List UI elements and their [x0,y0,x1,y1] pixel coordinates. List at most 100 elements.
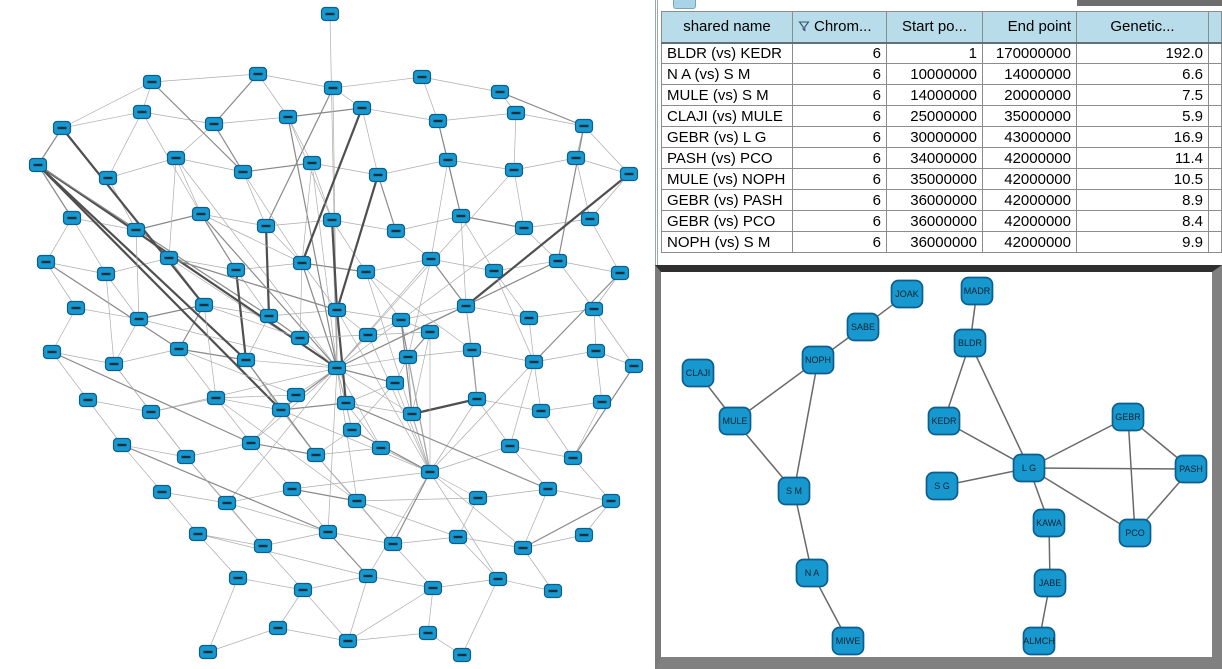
network-node[interactable] [286,387,306,403]
table-cell[interactable] [1208,42,1222,64]
table-cell[interactable]: GEBR (vs) PASH [661,189,793,211]
network-node[interactable] [236,352,256,368]
table-cell[interactable]: 8.9 [1076,189,1209,211]
table-row[interactable]: CLAJI (vs) MULE 6 25000000 35000000 5.9 [661,105,1222,127]
table-cell[interactable]: 192.0 [1076,42,1209,64]
network-node[interactable] [198,644,218,660]
network-node[interactable] [383,536,403,552]
network-node[interactable] [132,104,152,120]
network-node[interactable] [548,253,568,269]
network-node[interactable] [320,6,340,22]
network-node[interactable] [624,358,644,374]
network-node[interactable] [256,218,276,234]
table-cell[interactable]: 6 [792,105,887,127]
network-node[interactable] [290,330,310,346]
table-cell[interactable]: N A (vs) S M [661,63,793,85]
column-header-shared-name[interactable]: shared name [661,11,793,44]
table-cell[interactable]: 6 [792,147,887,169]
network-node[interactable] [610,265,630,281]
network-node[interactable] [513,540,533,556]
table-row[interactable]: MULE (vs) S M 6 14000000 20000000 7.5 [661,84,1222,106]
network-node[interactable] [462,342,482,358]
network-node[interactable] [166,150,186,166]
table-cell[interactable]: NOPH (vs) S M [661,231,793,253]
network-node[interactable] [428,113,448,129]
network-node[interactable] [226,262,246,278]
network-node[interactable] [293,582,313,598]
network-node[interactable] [228,570,248,586]
network-node[interactable] [391,312,411,328]
network-node-mule[interactable]: MULE [718,406,752,436]
table-cell[interactable]: PASH (vs) PCO [661,147,793,169]
network-node[interactable] [159,250,179,266]
network-node[interactable] [412,69,432,85]
network-node[interactable] [327,302,347,318]
network-node-n-a[interactable]: N A [795,558,829,588]
network-node[interactable] [504,162,524,178]
table-cell[interactable]: GEBR (vs) PCO [661,210,793,232]
network-node[interactable] [318,524,338,540]
table-row[interactable]: MULE (vs) NOPH 6 35000000 42000000 10.5 [661,168,1222,190]
network-node[interactable] [322,212,342,228]
table-cell[interactable]: 14000000 [982,63,1077,85]
network-node[interactable] [580,211,600,227]
column-header-stub[interactable] [1208,11,1222,44]
network-node[interactable] [566,150,586,166]
table-cell[interactable]: 42000000 [982,168,1077,190]
column-header-chrom---[interactable]: Chrom... [792,11,887,44]
network-node-gebr[interactable]: GEBR [1111,402,1145,432]
network-node[interactable] [484,263,504,279]
network-node[interactable] [538,481,558,497]
table-row[interactable]: GEBR (vs) L G 6 30000000 43000000 16.9 [661,126,1222,148]
network-node[interactable] [358,568,378,584]
network-node[interactable] [28,157,48,173]
table-cell[interactable]: 6 [792,126,887,148]
network-node[interactable] [327,360,347,376]
table-row[interactable]: GEBR (vs) PASH 6 36000000 42000000 8.9 [661,189,1222,211]
network-node[interactable] [217,495,237,511]
network-node-kedr[interactable]: KEDR [927,406,961,436]
table-cell[interactable]: 35000000 [886,168,983,190]
table-cell[interactable] [1208,105,1222,127]
table-row[interactable]: GEBR (vs) PCO 6 36000000 42000000 8.4 [661,210,1222,232]
table-cell[interactable]: 10000000 [886,63,983,85]
table-cell[interactable]: 8.4 [1076,210,1209,232]
table-row[interactable]: BLDR (vs) KEDR 6 1 170000000 192.0 [661,42,1222,64]
network-node[interactable] [188,526,208,542]
table-cell[interactable]: MULE (vs) NOPH [661,168,793,190]
network-node[interactable] [66,300,86,316]
table-cell[interactable]: GEBR (vs) L G [661,126,793,148]
table-cell[interactable]: 1 [886,42,983,64]
table-cell[interactable]: 30000000 [886,126,983,148]
table-cell[interactable]: 11.4 [1076,147,1209,169]
network-node-claji[interactable]: CLAJI [681,358,715,388]
network-node-s-g[interactable]: S G [925,471,959,501]
network-node-jabe[interactable]: JABE [1033,568,1067,598]
network-node-madr[interactable]: MADR [960,276,994,306]
network-node-bldr[interactable]: BLDR [953,328,987,358]
network-node[interactable] [271,402,291,418]
network-node[interactable] [456,298,476,314]
network-node-l-g[interactable]: L G [1012,453,1046,483]
network-node[interactable] [78,392,98,408]
table-cell[interactable]: MULE (vs) S M [661,84,793,106]
table-cell[interactable]: 35000000 [982,105,1077,127]
network-node[interactable] [368,167,388,183]
column-header-genetic---[interactable]: Genetic... [1076,11,1209,44]
table-cell[interactable]: 42000000 [982,210,1077,232]
table-cell[interactable]: 34000000 [886,147,983,169]
network-node[interactable] [402,406,422,422]
network-node[interactable] [42,344,62,360]
network-node[interactable] [176,449,196,465]
table-cell[interactable]: BLDR (vs) KEDR [661,42,793,64]
network-node[interactable] [278,109,298,125]
network-node[interactable] [385,375,405,391]
network-node[interactable] [386,223,406,239]
table-cell[interactable]: 25000000 [886,105,983,127]
network-node[interactable] [142,74,162,90]
table-cell[interactable] [1208,231,1222,253]
network-node[interactable] [338,633,358,649]
network-node[interactable] [268,620,288,636]
table-cell[interactable]: 6.6 [1076,63,1209,85]
table-cell[interactable]: 6 [792,84,887,106]
